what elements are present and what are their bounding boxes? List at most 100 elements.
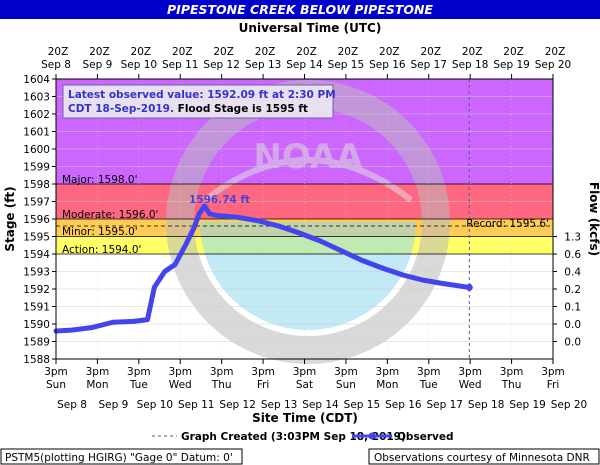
top-tick-label-date: Sep 18 [452,59,489,71]
top-tick-label-hour: 20Z [255,46,276,58]
bottom-tick-label-day: Mon [376,379,398,391]
bottom-tick-label-hour: 3pm [127,366,151,378]
bottom-tick-label-hour: 3pm [251,366,275,378]
bottom-tick-label-date: Sep 18 [468,399,505,411]
bottom-tick-label-day: Wed [169,379,192,391]
y-tick-label-left: 1602 [23,109,50,121]
footer-right-text: Observations courtesy of Minnesota DNR [374,452,590,464]
bottom-tick-label-hour: 3pm [541,366,565,378]
top-tick-label-hour: 20Z [172,46,193,58]
top-tick-label-date: Sep 16 [369,59,406,71]
top-tick-label-hour: 20Z [296,46,317,58]
top-tick-label-date: Sep 11 [162,59,199,71]
bottom-tick-label-day: Wed [459,379,482,391]
y-tick-label-right: 0.2 [564,284,581,296]
observed-line [53,203,472,334]
bottom-tick-label-date: Sep 17 [427,399,464,411]
right-axis-ticks: 1.3 0.6 0.4 0.2 0.1 0.0 0.0 [553,232,581,349]
top-tick-label-hour: 20Z [462,46,483,58]
y-tick-label-left: 1595 [23,232,50,244]
y-tick-label-right: 0.1 [564,302,581,314]
top-tick-label-date: Sep 17 [411,59,448,71]
top-tick-label-hour: 20Z [131,46,152,58]
y-tick-label-right: 0.4 [564,267,581,279]
left-axis-title: Stage (ft) [3,186,17,251]
latest-line-2: CDT 18-Sep-2019. Flood Stage is 1595 ft [68,103,308,115]
top-tick-label-hour: 20Z [545,46,566,58]
top-tick-label-date: Sep 15 [328,59,365,71]
y-tick-label-left: 1594 [23,249,50,261]
record-label: Record: 1595.6' [466,218,549,230]
y-tick-label-left: 1600 [23,144,50,156]
major-label: Major: 1598.0' [62,174,137,186]
bottom-tick-label-hour: 3pm [210,366,234,378]
bottom-tick-label-day: Fri [257,379,270,391]
bottom-tick-label-hour: 3pm [44,366,68,378]
watermark-lower-half [200,222,416,330]
bottom-tick-label-hour: 3pm [168,366,192,378]
top-tick-label-date: Sep 10 [121,59,158,71]
top-tick-label-date: Sep 8 [41,59,71,71]
top-tick-label-hour: 20Z [48,46,69,58]
latest-point [465,283,473,291]
left-axis-ticks: 1588 1589 1590 1591 1592 1593 1594 1595 1596 1597… [23,74,56,366]
y-tick-label-right: 1.3 [564,232,581,244]
bottom-tick-label-hour: 3pm [293,366,317,378]
legend-observed-text: Observed [397,431,453,443]
bottom-tick-label-hour: 3pm [86,366,110,378]
bottom-tick-label-date: Sep 16 [385,399,422,411]
bottom-tick-label-day: Tue [419,379,438,391]
bottom-tick-label-day: Thu [211,379,232,391]
bottom-tick-label-date: Sep 11 [178,399,215,411]
y-tick-label-left: 1597 [23,197,50,209]
y-tick-label-left: 1592 [23,284,50,296]
legend-observed-marker [368,432,376,440]
bottom-axis-title: Site Time (CDT) [252,411,358,425]
top-tick-label-hour: 20Z [420,46,441,58]
bottom-tick-label-date: Sep 15 [344,399,381,411]
bottom-tick-label-date: Sep 19 [509,399,546,411]
action-label: Action: 1594.0' [62,244,141,256]
y-tick-label-left: 1598 [23,179,50,191]
footer-right-box [368,448,600,465]
latest-line-2a: CDT 18-Sep-2019. [68,103,174,115]
latest-line-2b: Flood Stage is 1595 ft [174,103,308,115]
bottom-tick-label-date: Sep 9 [99,399,129,411]
top-tick-label-date: Sep 19 [493,59,530,71]
bottom-tick-label-hour: 3pm [376,366,400,378]
peak-label: 1596.74 ft [189,194,250,206]
right-axis-title: Flow (kcfs) [587,182,600,256]
footer-left-text: PSTM5(plotting HGIRG) "Gage 0" Datum: 0' [5,452,233,464]
y-tick-label-left: 1604 [23,74,50,86]
bottom-tick-label-date: Sep 14 [302,399,339,411]
top-tick-label-hour: 20Z [89,46,110,58]
top-tick-label-date: Sep 12 [203,59,240,71]
bottom-tick-label-day: Tue [129,379,148,391]
bottom-tick-label-hour: 3pm [500,366,524,378]
title-bar [0,0,600,19]
bottom-tick-label-hour: 3pm [334,366,358,378]
observed-series [53,203,473,334]
top-tick-label-hour: 20Z [338,46,359,58]
bottom-tick-label-date: Sep 12 [219,399,256,411]
y-tick-label-right: 0.0 [564,337,581,349]
y-tick-label-left: 1599 [23,162,50,174]
bottom-tick-label-date: Sep 13 [261,399,298,411]
watermark-bird [203,157,413,203]
legend-created-text: Graph Created (3:03PM Sep 18, 2019) [181,431,406,443]
bottom-tick-label-date: Sep 10 [137,399,174,411]
y-tick-label-left: 1591 [23,302,50,314]
bottom-tick-label-date: Sep 8 [57,399,87,411]
y-tick-label-left: 1593 [23,267,50,279]
minor-label: Minor: 1595.0' [62,226,138,238]
top-tick-label-date: Sep 13 [245,59,282,71]
y-tick-label-left: 1601 [23,127,50,139]
top-tick-label-hour: 20Z [379,46,400,58]
top-tick-label-hour: 20Z [213,46,234,58]
top-tick-label-date: Sep 14 [286,59,323,71]
y-tick-label-right: 0.0 [564,319,581,331]
top-tick-label-date: Sep 20 [535,59,572,71]
bottom-tick-label-day: Sat [296,379,313,391]
